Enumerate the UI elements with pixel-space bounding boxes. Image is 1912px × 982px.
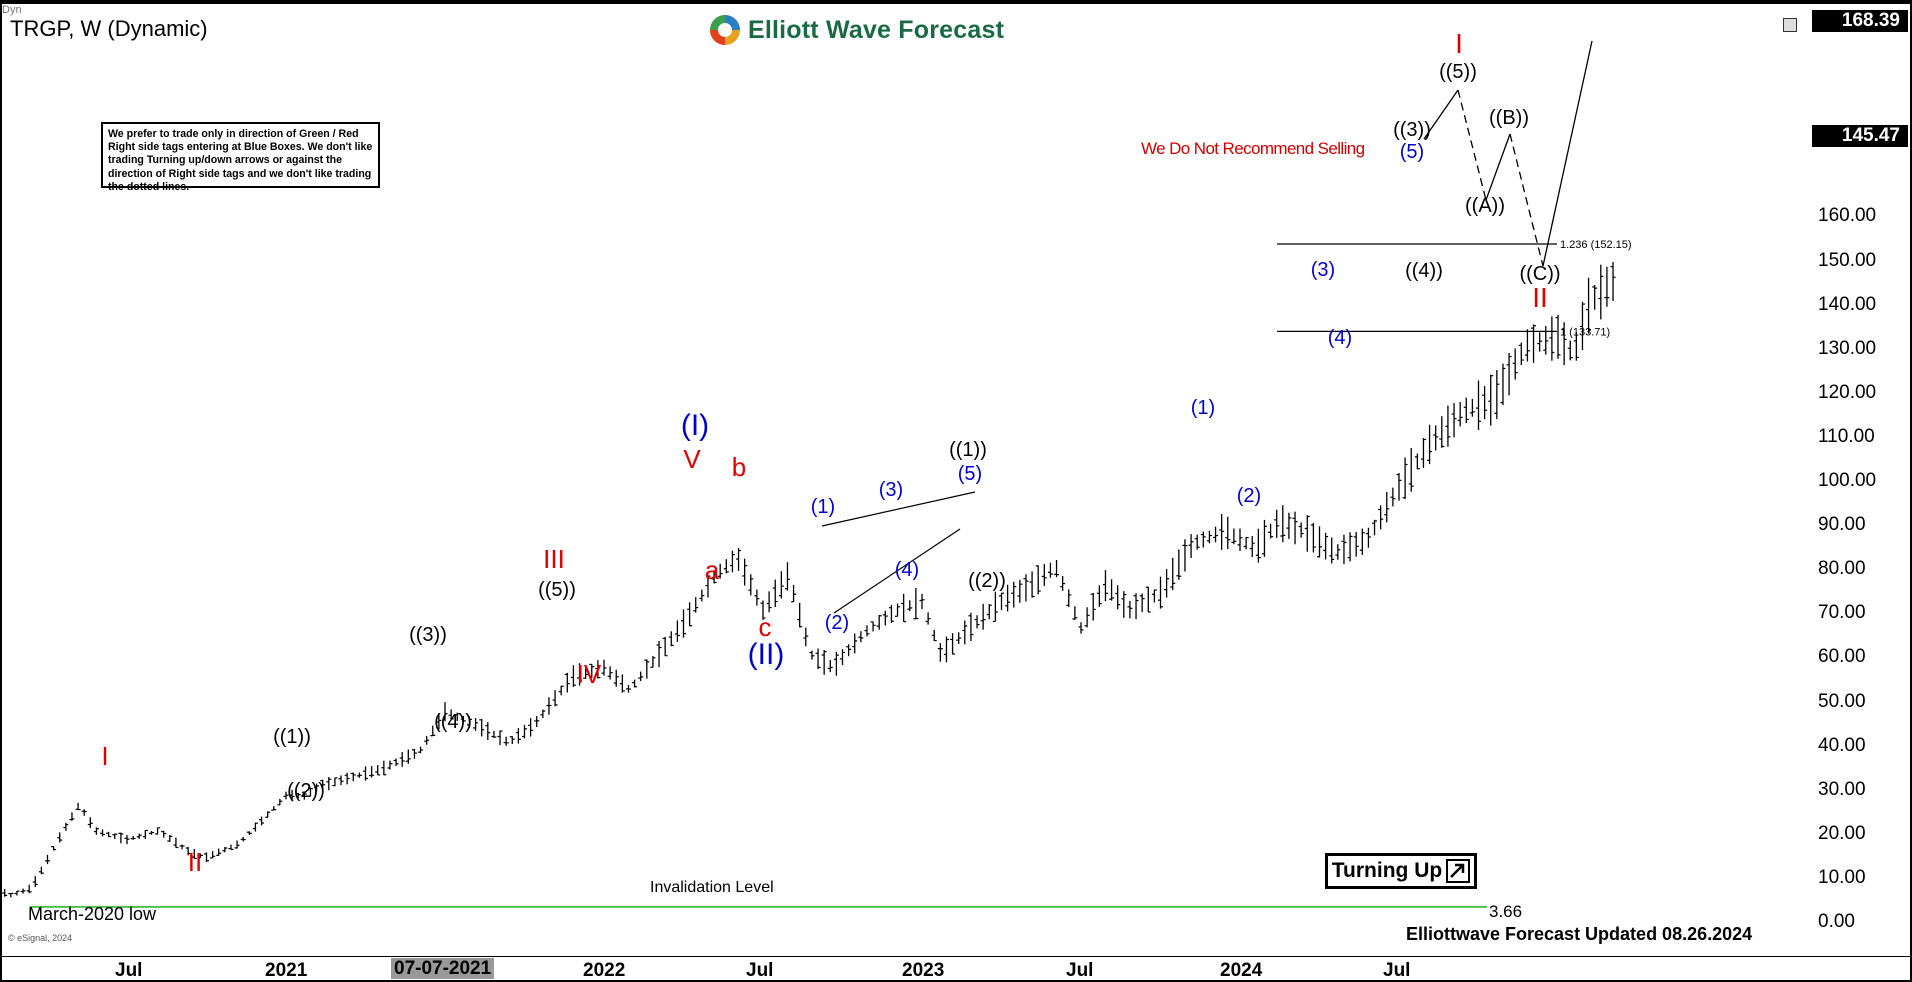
time-axis[interactable]: Jul 2021 07-07-2021 2022 Jul 2023 Jul 2024 Jul — [2, 956, 1910, 981]
projection-dashed-line — [1457, 89, 1487, 201]
wave-label: ((1)) — [949, 439, 987, 461]
window-restore-icon[interactable] — [1783, 18, 1797, 32]
fib-1-label: 1 (133.71) — [1560, 326, 1610, 338]
wave-label: ((B)) — [1489, 107, 1529, 129]
wave-label: (2) — [825, 612, 849, 634]
wave-label: III — [543, 544, 565, 574]
x-tick-label: 2022 — [583, 960, 626, 981]
y-tick-label: 0.00 — [1818, 911, 1855, 932]
top-price-tag: 168.39 — [1812, 10, 1908, 32]
logo-text: Elliott Wave Forecast — [748, 15, 1005, 44]
y-tick-label: 160.00 — [1818, 205, 1877, 227]
projection-solid-line — [1485, 133, 1511, 201]
turning-up-label: Turning Up — [1331, 859, 1443, 882]
y-tick-label: 70.00 — [1818, 602, 1866, 624]
wave-label: ((5)) — [538, 579, 576, 601]
projection-dashed-line — [1509, 133, 1544, 267]
wave-label: a — [705, 555, 720, 585]
esignal-credit: © eSignal, 2024 — [8, 933, 73, 943]
logo-swirl-icon — [710, 15, 740, 45]
invalidation-label: Invalidation Level — [650, 879, 774, 896]
price-chart-svg: 1.236 (152.15)1 (133.71)III((1))((2))((3… — [2, 28, 1632, 908]
turning-up-badge: Turning Up — [1325, 853, 1477, 889]
wave-label: IV — [577, 659, 602, 689]
y-tick-label: 100.00 — [1818, 470, 1877, 491]
wave-label: (1) — [811, 496, 835, 518]
y-tick-label: 30.00 — [1818, 778, 1866, 800]
wave-label: ((3)) — [409, 624, 447, 646]
y-tick-label: 40.00 — [1818, 734, 1866, 756]
fib-1236-label: 1.236 (152.15) — [1560, 239, 1632, 251]
wave-label: c — [759, 612, 772, 642]
dyn-indicator: Dyn — [2, 4, 22, 16]
chart-symbol-title: TRGP, W (Dynamic) — [10, 16, 208, 41]
wave-label: ((4)) — [1405, 260, 1443, 282]
last-price-tag: 145.47 — [1812, 125, 1908, 147]
wave-label: (5) — [1400, 141, 1424, 163]
y-tick-label: 10.00 — [1818, 866, 1866, 888]
y-tick-label: 80.00 — [1818, 558, 1866, 580]
wave-label: ((C)) — [1519, 263, 1560, 285]
y-tick-label: 20.00 — [1818, 822, 1866, 844]
wave-label: (2) — [1237, 485, 1261, 507]
y-tick-label: 90.00 — [1818, 514, 1866, 536]
wave-label: (3) — [879, 479, 903, 501]
wave-label: ((5)) — [1439, 61, 1477, 83]
y-tick-label: 130.00 — [1818, 337, 1877, 359]
x-tick-label: 2021 — [265, 960, 308, 981]
wave-label: (5) — [958, 463, 982, 485]
brand-logo: Elliott Wave Forecast — [708, 12, 1004, 48]
x-tick-label: 07-07-2021 — [391, 958, 495, 979]
wave-label: ((4)) — [434, 711, 472, 733]
updated-date: Elliottwave Forecast Updated 08.26.2024 — [1406, 924, 1753, 944]
x-tick-label: Jul — [115, 960, 143, 981]
y-tick-label: 140.00 — [1818, 293, 1877, 315]
wave-label: (1) — [1191, 397, 1215, 419]
wave-label: II — [1532, 282, 1548, 313]
wave-label: (I) — [681, 409, 709, 442]
y-tick-label: 50.00 — [1818, 690, 1866, 712]
y-tick-label: 120.00 — [1818, 381, 1877, 403]
wave-label: I — [101, 741, 108, 771]
x-tick-label: 2024 — [1220, 960, 1263, 981]
diagonal-upper-line — [821, 491, 976, 527]
x-tick-label: 2023 — [902, 960, 945, 981]
march-low-label: March-2020 low — [28, 904, 157, 924]
wave-label: ((2)) — [287, 780, 325, 802]
projection-solid-line — [1423, 89, 1459, 140]
trading-note: We prefer to trade only in direction of … — [101, 122, 380, 193]
x-tick-label: Jul — [1066, 960, 1094, 981]
y-tick-label: 60.00 — [1818, 646, 1866, 668]
wave-label: I — [1455, 28, 1463, 59]
wave-label: ((A)) — [1465, 195, 1505, 217]
wave-label: (3) — [1311, 259, 1335, 281]
wave-label: b — [732, 452, 746, 482]
x-tick-label: Jul — [1383, 960, 1411, 981]
wave-label: ((2)) — [968, 570, 1006, 592]
wave-label: (4) — [895, 559, 919, 581]
wave-label: (II) — [748, 638, 785, 671]
wave-label: (4) — [1328, 327, 1352, 349]
projection-solid-line — [1542, 40, 1593, 267]
y-tick-label: 150.00 — [1818, 249, 1877, 271]
wave-label: II — [188, 847, 202, 877]
y-tick-label: 110.00 — [1818, 425, 1875, 447]
wave-label: V — [683, 444, 701, 474]
x-tick-label: Jul — [746, 960, 774, 981]
price-axis[interactable]: 160.00 150.00 140.00 130.00 120.00 110.00 100.… — [1810, 4, 1910, 956]
diagonal-lower-line — [833, 528, 961, 614]
wave-label: ((1)) — [273, 726, 311, 748]
arrow-up-right-icon — [1446, 859, 1471, 883]
warning-text: We Do Not Recommend Selling — [1141, 139, 1365, 158]
wave-label: ((3)) — [1393, 119, 1431, 141]
invalidation-value: 3.66 — [1489, 902, 1523, 921]
